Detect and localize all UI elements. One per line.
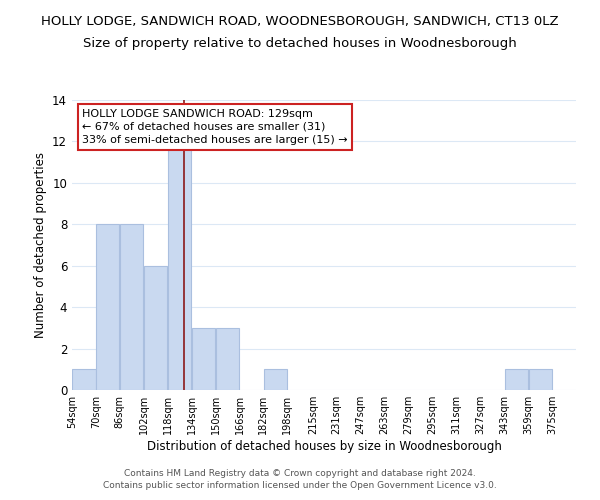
- Text: HOLLY LODGE SANDWICH ROAD: 129sqm
← 67% of detached houses are smaller (31)
33% : HOLLY LODGE SANDWICH ROAD: 129sqm ← 67% …: [82, 108, 348, 145]
- Bar: [73, 370, 95, 390]
- X-axis label: Distribution of detached houses by size in Woodnesborough: Distribution of detached houses by size …: [146, 440, 502, 453]
- Bar: [97, 224, 119, 390]
- Bar: [505, 370, 528, 390]
- Bar: [144, 266, 167, 390]
- Bar: [529, 370, 551, 390]
- Bar: [192, 328, 215, 390]
- Text: Size of property relative to detached houses in Woodnesborough: Size of property relative to detached ho…: [83, 38, 517, 51]
- Bar: [216, 328, 239, 390]
- Text: Contains HM Land Registry data © Crown copyright and database right 2024.
Contai: Contains HM Land Registry data © Crown c…: [103, 468, 497, 490]
- Y-axis label: Number of detached properties: Number of detached properties: [34, 152, 47, 338]
- Bar: [264, 370, 287, 390]
- Bar: [120, 224, 143, 390]
- Text: HOLLY LODGE, SANDWICH ROAD, WOODNESBOROUGH, SANDWICH, CT13 0LZ: HOLLY LODGE, SANDWICH ROAD, WOODNESBOROU…: [41, 15, 559, 28]
- Bar: [168, 142, 191, 390]
